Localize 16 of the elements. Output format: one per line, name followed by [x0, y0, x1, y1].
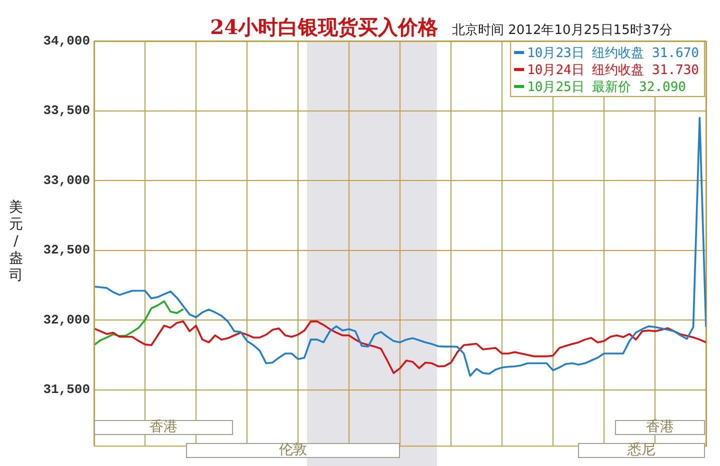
session-box: 伦敦 — [186, 443, 400, 458]
session-box: 香港 — [94, 420, 233, 435]
y-tick-label: 32,500 — [43, 242, 90, 258]
chart-subtitle: 北京时间 2012年10月25日15时37分 — [452, 23, 672, 38]
session-box: 香港 — [615, 420, 705, 435]
y-axis-title: 美元/盎司 — [9, 200, 23, 284]
legend-label: 10月25日 最新价 32.090 — [527, 80, 686, 95]
y-tick-label: 32,000 — [43, 312, 90, 328]
chart-title: 24小时白银现货买入价格 — [210, 15, 439, 39]
y-tick-label: 34,000 — [43, 33, 90, 48]
y-tick-label: 33,000 — [43, 172, 90, 188]
session-box: 悉尼 — [578, 443, 705, 458]
legend-label: 10月23日 纽约收盘 31.670 — [527, 46, 699, 61]
y-tick-label: 31,500 — [43, 382, 90, 398]
y-tick-label: 33,500 — [43, 103, 90, 118]
legend-label: 10月24日 纽约收盘 31.730 — [527, 63, 699, 78]
